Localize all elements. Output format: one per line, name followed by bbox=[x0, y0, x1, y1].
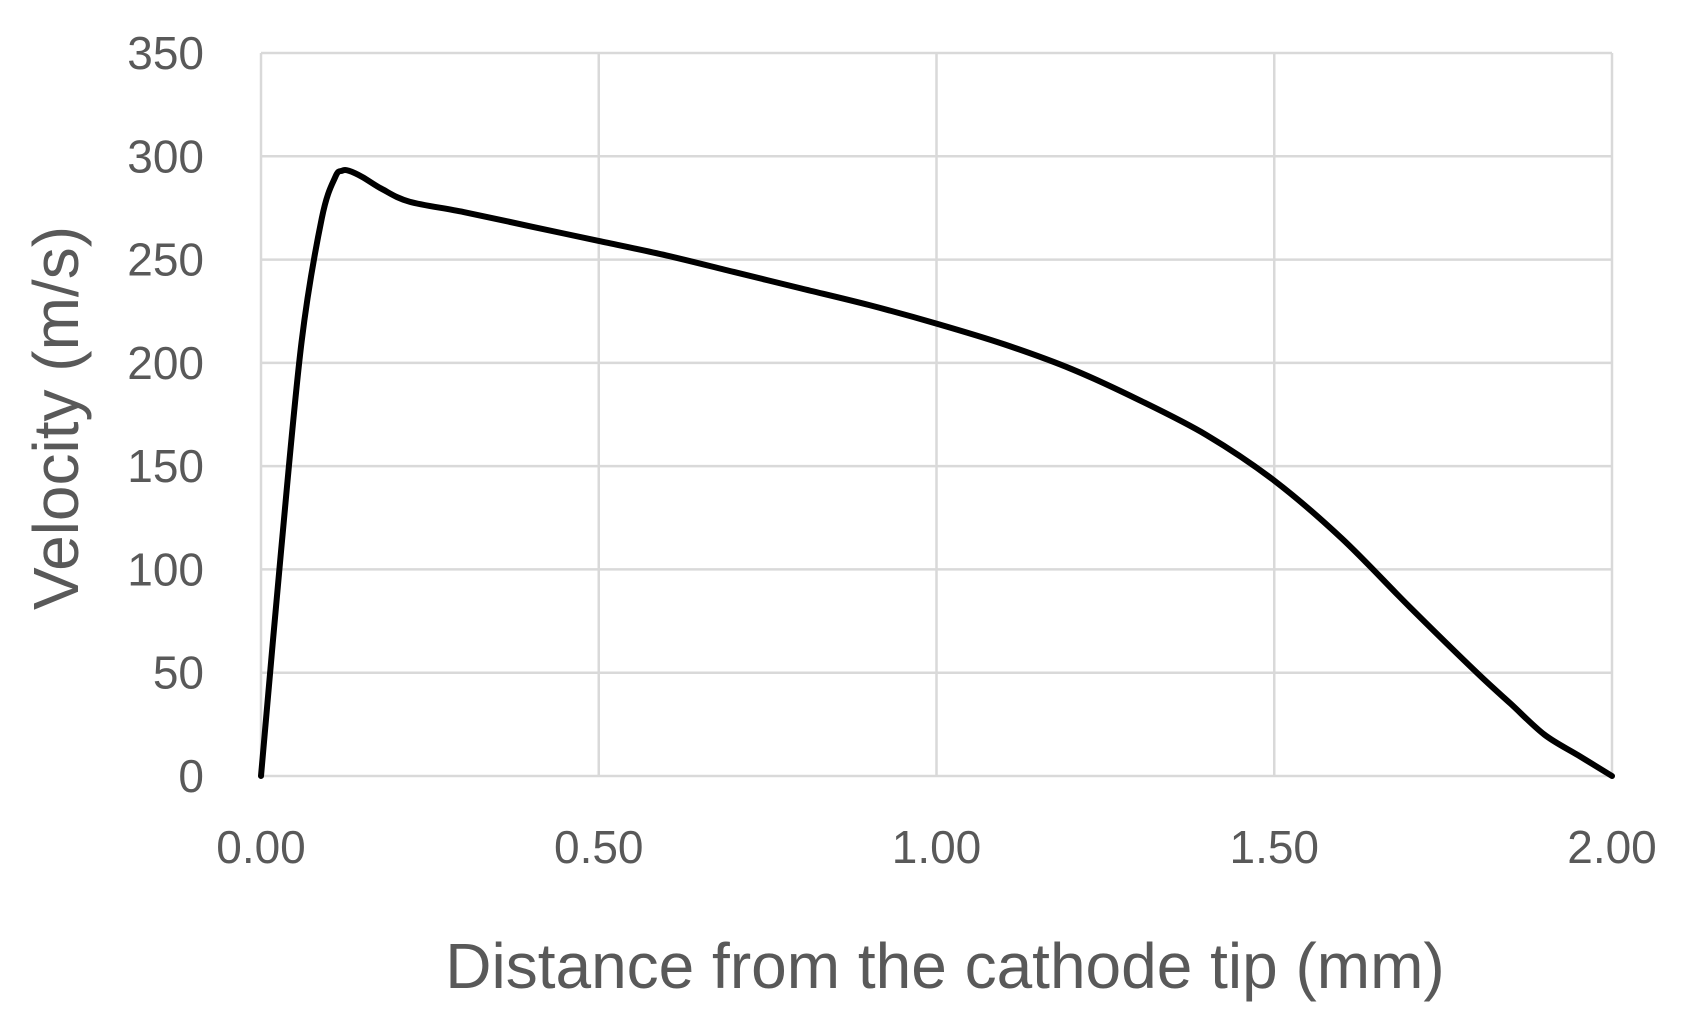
horizontal-gridlines bbox=[261, 51, 1612, 778]
y-tick-label: 50 bbox=[153, 647, 204, 699]
velocity-series-line bbox=[258, 167, 1615, 779]
y-tick-label: 0 bbox=[178, 750, 204, 802]
x-axis-title: Distance from the cathode tip (mm) bbox=[445, 930, 1444, 1002]
series-group bbox=[258, 167, 1615, 779]
y-tick-label: 350 bbox=[127, 27, 204, 79]
x-axis-tick-labels: 0.00 0.50 1.00 1.50 2.00 bbox=[216, 821, 1657, 873]
y-tick-label: 250 bbox=[127, 234, 204, 286]
vertical-gridlines bbox=[259, 53, 1614, 776]
x-tick-label: 0.00 bbox=[216, 821, 306, 873]
y-axis-tick-labels: 0 50 100 150 200 250 300 350 bbox=[127, 27, 204, 802]
x-tick-label: 2.00 bbox=[1567, 821, 1657, 873]
y-tick-label: 100 bbox=[127, 543, 204, 595]
y-tick-label: 300 bbox=[127, 130, 204, 182]
x-tick-label: 1.50 bbox=[1229, 821, 1319, 873]
x-tick-label: 1.00 bbox=[892, 821, 982, 873]
x-tick-label: 0.50 bbox=[554, 821, 644, 873]
y-tick-label: 200 bbox=[127, 337, 204, 389]
y-tick-label: 150 bbox=[127, 440, 204, 492]
y-axis-title: Velocity (m/s) bbox=[20, 226, 92, 610]
